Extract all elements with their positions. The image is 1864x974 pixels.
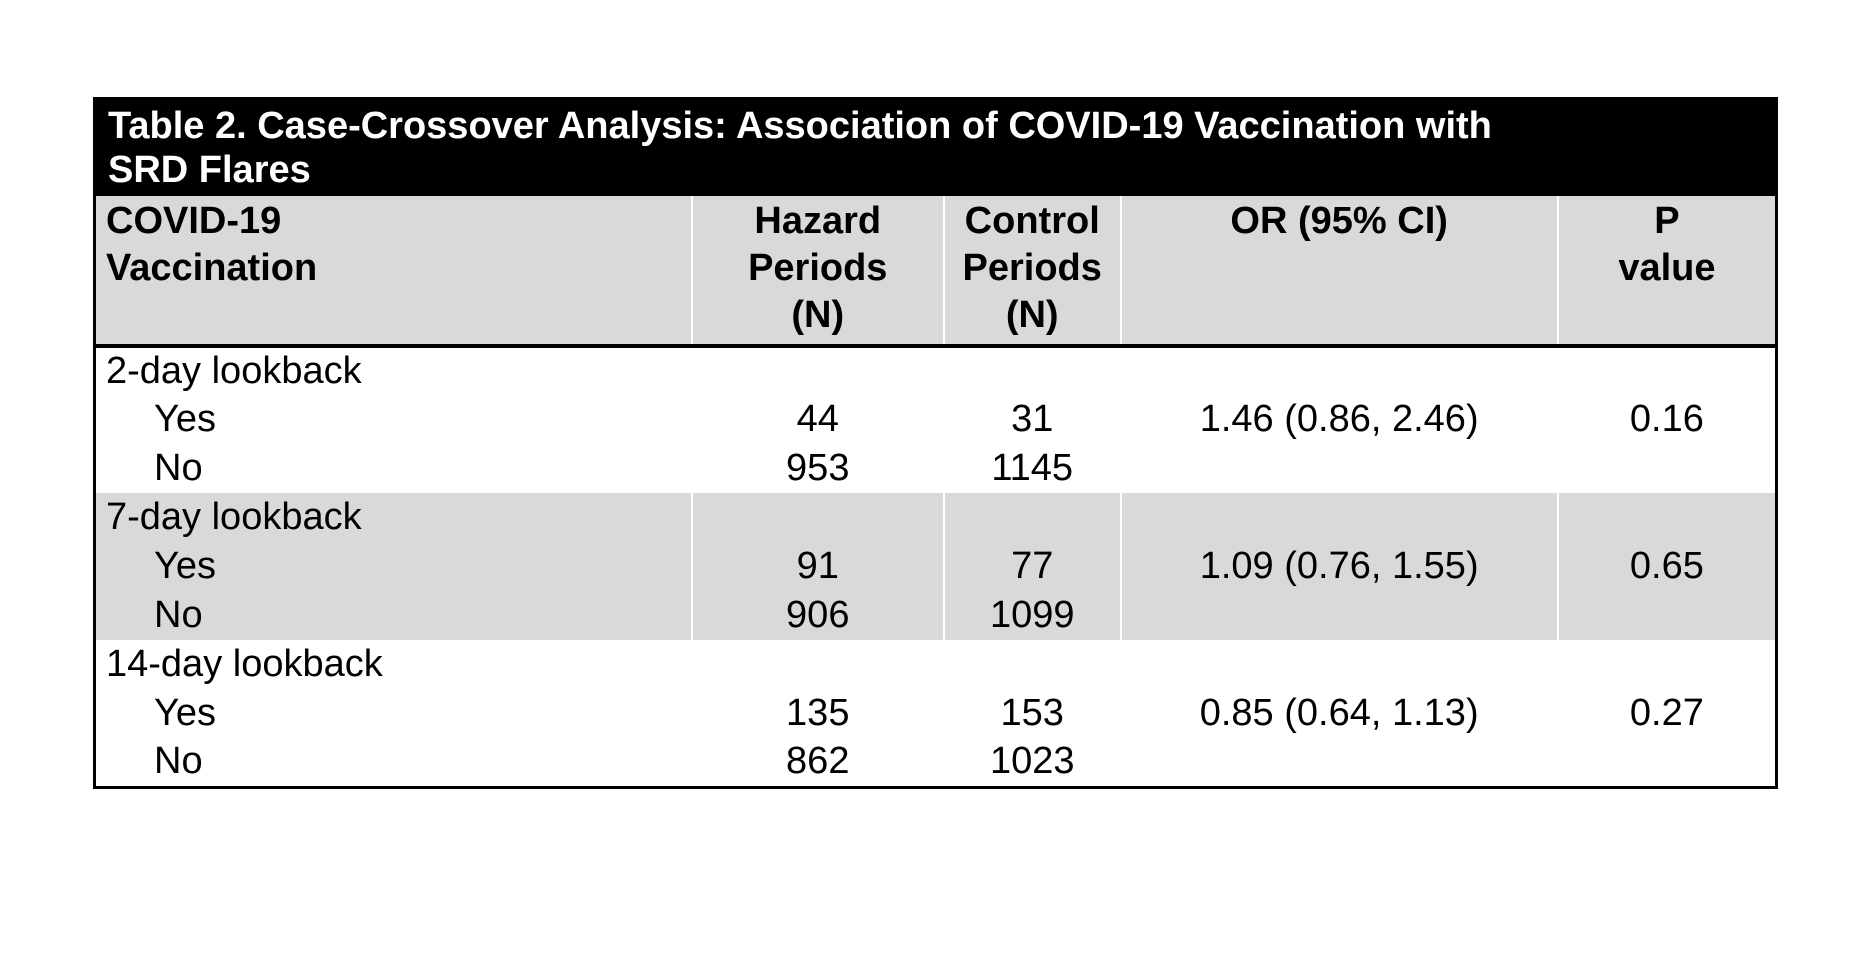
case-crossover-table-container: Table 2. Case-Crossover Analysis: Associ… xyxy=(93,97,1778,789)
table-row: Yes 91 77 1.09 (0.76, 1.55) 0.65 xyxy=(94,542,1777,591)
row-label-cell: Yes xyxy=(94,542,692,591)
row-label-cell: No xyxy=(154,740,203,783)
lookback-group-label: 14-day lookback xyxy=(106,643,383,685)
column-header-row: COVID-19 Vaccination Hazard Periods (N) … xyxy=(94,196,1777,348)
lookback-group-row: 14-day lookback xyxy=(95,640,1777,689)
table-row: Yes 135 153 0.85 (0.64, 1.13) 0.27 xyxy=(95,689,1777,738)
hazard-cell: 953 xyxy=(690,444,944,493)
title-row: Table 2. Case-Crossover Analysis: Associ… xyxy=(94,98,1777,196)
lookback-group-label: 7-day lookback xyxy=(94,493,692,542)
p-value-cell xyxy=(1556,640,1777,689)
p-value-cell: 0.27 xyxy=(1556,689,1777,738)
control-cell xyxy=(942,346,1121,395)
table-body: 2-day lookback Yes 44 31 1.46 (0.86, 2.4… xyxy=(94,346,1777,787)
control-cell: 1023 xyxy=(942,738,1121,787)
hazard-cell xyxy=(690,346,944,395)
control-cell: 153 xyxy=(942,689,1121,738)
table-row: No 953 1145 xyxy=(95,444,1777,493)
or-ci-cell xyxy=(1119,493,1558,542)
row-label-cell: Yes xyxy=(154,692,216,734)
p-value-cell xyxy=(1556,493,1777,542)
control-cell: 1145 xyxy=(942,444,1121,493)
p-value-cell: 0.16 xyxy=(1556,395,1777,444)
table-row: Yes 44 31 1.46 (0.86, 2.46) 0.16 xyxy=(95,395,1777,444)
lookback-group-label: 2-day lookback xyxy=(106,350,362,392)
column-header-p-value: P value xyxy=(1556,196,1777,348)
hazard-cell: 906 xyxy=(690,591,944,640)
or-ci-cell xyxy=(1119,591,1558,640)
or-ci-cell xyxy=(1119,640,1558,689)
hazard-cell xyxy=(690,493,944,542)
column-header-vaccination: COVID-19 Vaccination xyxy=(94,196,692,348)
or-ci-cell xyxy=(1119,738,1558,787)
or-ci-cell: 1.46 (0.86, 2.46) xyxy=(1119,395,1558,444)
control-cell: 77 xyxy=(942,542,1121,591)
or-ci-cell xyxy=(1119,346,1558,395)
or-ci-cell: 1.09 (0.76, 1.55) xyxy=(1119,542,1558,591)
hazard-cell: 44 xyxy=(690,395,944,444)
table-row: No 906 1099 xyxy=(94,591,1777,640)
column-header-or-ci: OR (95% CI) xyxy=(1119,196,1558,348)
table-title: Table 2. Case-Crossover Analysis: Associ… xyxy=(94,98,1777,196)
or-ci-cell: 0.85 (0.64, 1.13) xyxy=(1119,689,1558,738)
control-cell xyxy=(942,493,1121,542)
lookback-group-row: 2-day lookback xyxy=(95,346,1777,395)
p-value-cell xyxy=(1556,591,1777,640)
lookback-group-row: 7-day lookback xyxy=(94,493,1777,542)
p-value-cell xyxy=(1556,444,1777,493)
control-cell: 1099 xyxy=(942,591,1121,640)
hazard-cell: 135 xyxy=(690,689,944,738)
control-cell: 31 xyxy=(942,395,1121,444)
row-label-cell: No xyxy=(154,447,203,489)
hazard-cell xyxy=(690,640,944,689)
p-value-cell xyxy=(1556,738,1777,787)
p-value-cell: 0.65 xyxy=(1556,542,1777,591)
or-ci-cell xyxy=(1119,444,1558,493)
hazard-cell: 862 xyxy=(690,738,944,787)
case-crossover-table: Table 2. Case-Crossover Analysis: Associ… xyxy=(93,97,1778,789)
table-row: No 862 1023 xyxy=(95,738,1777,787)
row-label-cell: No xyxy=(94,591,692,640)
column-header-control-periods: Control Periods (N) xyxy=(942,196,1121,348)
control-cell xyxy=(942,640,1121,689)
p-value-cell xyxy=(1556,346,1777,395)
column-header-hazard-periods: Hazard Periods (N) xyxy=(690,196,944,348)
hazard-cell: 91 xyxy=(690,542,944,591)
row-label-cell: Yes xyxy=(154,398,216,440)
